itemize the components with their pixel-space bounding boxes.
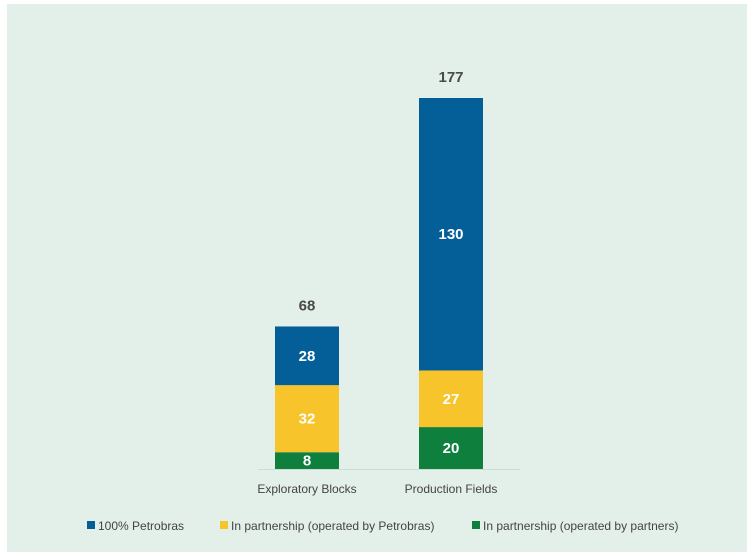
bar-segment-0-2 — [275, 326, 339, 386]
legend-label: In partnership (operated by Petrobras) — [231, 519, 434, 533]
bar-value-label: 28 — [299, 348, 316, 365]
legend-swatch — [87, 521, 95, 529]
bar-segment-0-0 — [275, 452, 339, 469]
bar-total-label: 68 — [299, 297, 316, 314]
bar-segment-0-1 — [275, 385, 339, 453]
category-tick-label: Production Fields — [405, 482, 498, 496]
bar-value-label: 27 — [443, 391, 460, 408]
bar-value-label: 20 — [443, 440, 460, 457]
legend-label: 100% Petrobras — [98, 519, 184, 533]
legend-label: In partnership (operated by partners) — [483, 519, 678, 533]
legend: 100% Petrobras In partnership (operated b… — [87, 519, 678, 533]
bars-group — [275, 98, 483, 469]
legend-swatch — [472, 521, 480, 529]
labels-group: 8 32 28 68 Exploratory Blocks 20 27 130 177 Produ… — [257, 69, 497, 496]
legend-swatch — [220, 521, 228, 529]
bar-segment-1-2 — [419, 98, 483, 371]
bar-value-label: 32 — [299, 411, 316, 428]
bar-value-label: 130 — [438, 226, 463, 243]
chart-panel — [7, 4, 747, 552]
bar-total-label: 177 — [438, 69, 463, 86]
bar-segment-1-1 — [419, 370, 483, 428]
bar-segment-1-0 — [419, 427, 483, 469]
bar-value-label: 8 — [303, 453, 311, 470]
category-tick-label: Exploratory Blocks — [257, 482, 356, 496]
